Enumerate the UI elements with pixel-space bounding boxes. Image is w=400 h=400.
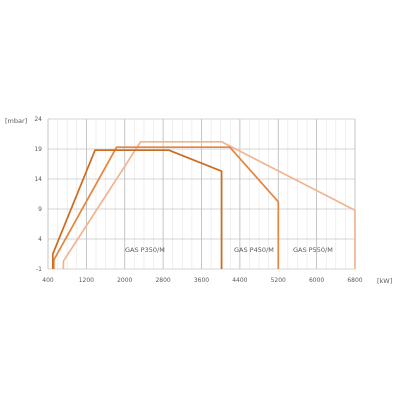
y-tick-label: -1 [36, 266, 42, 273]
tick-labels: 400 1200 2000 2800 3600 4400 5200 6000 6800 -1 4 9 1… [34, 116, 362, 284]
series-line-gas-p450-m [52, 146, 280, 269]
series-line-gas-p350-m [51, 149, 223, 269]
x-tick-label: 5200 [271, 277, 286, 284]
y-tick-label: 14 [34, 176, 42, 183]
series-label-p350: GAS P350/M [125, 246, 165, 254]
x-tick-label: 2000 [117, 277, 132, 284]
y-tick-label: 9 [38, 206, 42, 213]
x-tick-label: 2800 [155, 277, 170, 284]
y-tick-label: 24 [34, 116, 42, 123]
x-axis-label: [kW] [377, 277, 392, 285]
y-tick-label: 19 [34, 146, 42, 153]
series-line-gas-p550-m [62, 140, 356, 269]
x-tick-label: 400 [42, 277, 54, 284]
x-tick-label: 6800 [347, 277, 362, 284]
x-tick-label: 4400 [232, 277, 247, 284]
x-tick-label: 3600 [194, 277, 209, 284]
x-tick-label: 6000 [309, 277, 324, 284]
y-axis-label: [mbar] [5, 117, 27, 125]
series-layer [51, 140, 356, 269]
y-tick-label: 4 [38, 236, 42, 243]
series-label-p450: GAS P450/M [234, 246, 274, 254]
series-label-p550: GAS P550/M [293, 246, 333, 254]
x-tick-label: 1200 [79, 277, 94, 284]
grid [47, 118, 356, 270]
